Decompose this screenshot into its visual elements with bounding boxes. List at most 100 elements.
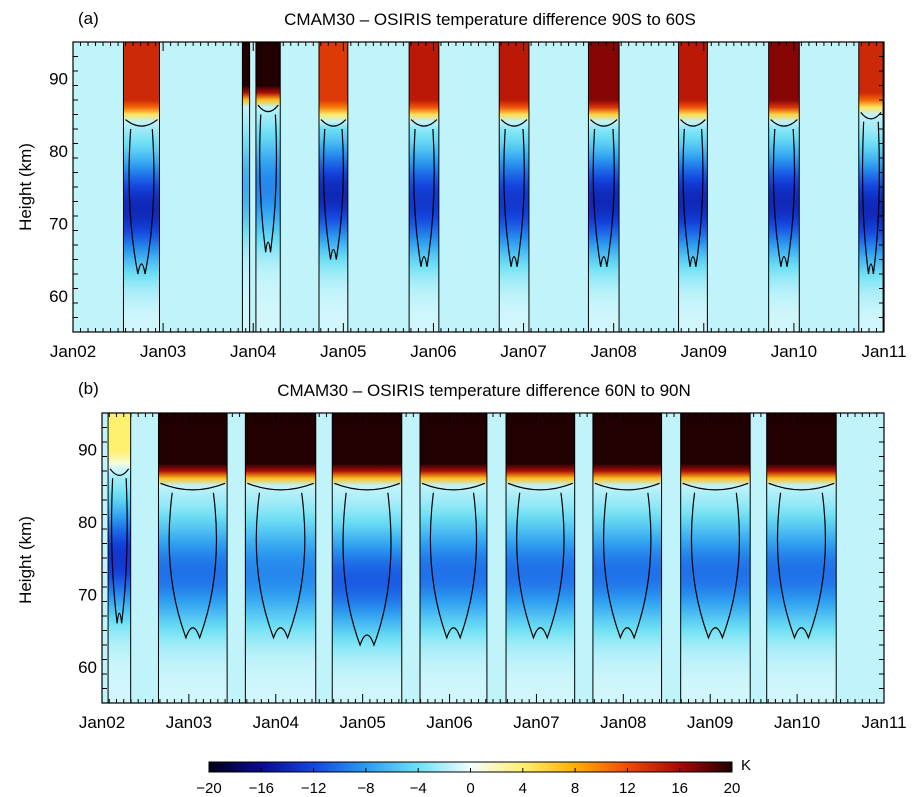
panel-a-x-tick-label-jan04: Jan04: [230, 342, 276, 361]
colorbar-unit-label: K: [741, 757, 751, 774]
panel-b-strip-5: [420, 413, 487, 703]
panel-a-strip-5-cap-contour: [410, 119, 438, 127]
panel-b-y-tick-label-90: 90: [78, 440, 97, 459]
panel-b-strip-8-cap-contour: [682, 482, 749, 491]
colorbar-tick-label: 20: [724, 780, 741, 797]
panel-a-x-tick-label-jan03: Jan03: [140, 342, 186, 361]
panel-a-y-tick-label-80: 80: [49, 142, 68, 161]
panel-b-x-tick-label-jan09: Jan09: [687, 713, 733, 732]
panel-b-strip-7-cap-contour: [594, 482, 660, 491]
colorbar-tick-label: 8: [571, 780, 579, 797]
colorbar-tick-label: −16: [249, 780, 274, 797]
panel-a: (a) CMAM30 – OSIRIS temperature differen…: [16, 9, 907, 361]
panel-a-strip-4-contour: [322, 128, 344, 260]
panel-a-strip-2: [242, 42, 250, 332]
panel-b-strip-6: [506, 413, 575, 703]
panel-a-strip-3-contour: [259, 114, 278, 253]
panel-a-background-field: [73, 42, 884, 332]
panel-a-x-tick-label-jan08: Jan08: [591, 342, 637, 361]
panel-b-x-tick-label-jan11: Jan11: [861, 713, 906, 732]
panel-b-strip-5-cap-contour: [421, 482, 486, 491]
panel-b-strip-3: [245, 413, 316, 703]
panel-a-strip-5-contour: [413, 128, 435, 267]
panel-b-x-tick-label-jan08: Jan08: [600, 713, 646, 732]
panel-a-x-tick-label-jan11: Jan11: [861, 342, 906, 361]
panel-b-y-tick-label-70: 70: [78, 585, 97, 604]
panel-b-strip-7-contour: [602, 492, 652, 640]
colorbar-tick-label: 4: [519, 780, 527, 797]
panel-b-x-tick-label-jan06: Jan06: [426, 713, 472, 732]
panel-a-strip-3: [255, 42, 281, 332]
panel-b-x-tick-label-jan02: Jan02: [79, 713, 125, 732]
panel-b-strip-9-contour: [776, 492, 827, 640]
panel-a-y-tick-label-60: 60: [49, 287, 68, 306]
panel-b-strip-3-contour: [255, 492, 306, 640]
panel-b-strip-6-contour: [516, 492, 565, 640]
panel-a-strip-1-cap-contour: [125, 119, 158, 127]
panel-a-title: CMAM30 – OSIRIS temperature difference 9…: [284, 10, 696, 29]
panel-a-x-tick-label-jan05: Jan05: [320, 342, 366, 361]
panel-b-y-tick-label-60: 60: [78, 658, 97, 677]
panel-b-strip-4-contour: [342, 492, 392, 647]
panel-a-x-tick-label-jan09: Jan09: [681, 342, 727, 361]
panel-a-y-tick-label-90: 90: [49, 69, 68, 88]
panel-b-y-axis-label: Height (km): [16, 516, 35, 604]
colorbar-tick-label: 12: [619, 780, 636, 797]
panel-b-strip-1: [108, 413, 131, 703]
panel-a-y-tick-label-70: 70: [49, 214, 68, 233]
panel-a-strip-7-contour: [592, 128, 615, 267]
panel-b-background-field: [102, 413, 884, 703]
panel-b-x-tick-label-jan05: Jan05: [340, 713, 386, 732]
panel-a-strip-8-contour: [682, 128, 704, 267]
panel-a-x-tick-label-jan02: Jan02: [50, 342, 96, 361]
panel-b-strip-4-cap-contour: [334, 482, 400, 491]
panel-a-strip-6-contour: [503, 128, 525, 267]
panel-b-x-tick-label-jan07: Jan07: [513, 713, 559, 732]
panel-b-y-tick-label-80: 80: [78, 513, 97, 532]
panel-b-x-tick-label-jan04: Jan04: [253, 713, 299, 732]
panel-a-x-tick-label-jan06: Jan06: [410, 342, 456, 361]
panel-b-strip-7: [592, 413, 662, 703]
panel-a-strip-4-cap-contour: [320, 119, 347, 127]
colorbar-tick-label: 16: [671, 780, 688, 797]
panel-b-strip-8: [680, 413, 751, 703]
panel-b-strip-5-contour: [429, 492, 478, 640]
panel-a-strip-10-contour: [861, 121, 880, 275]
panel-b-strip-2-cap-contour: [160, 482, 226, 491]
panel-b-plot: 60 70 80 90 Jan02 Jan03 Jan04 Jan05 Jan06 Jan07 Ja…: [78, 412, 907, 732]
panel-a-x-tick-label-jan07: Jan07: [500, 342, 546, 361]
panel-b-strip-8-contour: [690, 492, 741, 640]
panel-b-strip-1-cap-contour: [109, 468, 130, 476]
panel-a-strip-8-cap-contour: [680, 119, 706, 127]
panel-b-strip-9: [766, 413, 837, 703]
colorbar: K −20 −16 −12 −8 −4 0 4 8 12 16 20: [196, 757, 751, 797]
colorbar-tick-label: −4: [410, 780, 427, 797]
panel-a-strip-1-contour: [128, 128, 155, 275]
panel-a-label: (a): [78, 9, 99, 28]
panel-a-strip-9-contour: [772, 128, 796, 267]
panel-b-strip-9-cap-contour: [768, 482, 835, 491]
panel-b-strip-6-cap-contour: [507, 482, 573, 491]
panel-b-strip-3-cap-contour: [247, 482, 314, 491]
panel-a-plot: 60 70 80 90 Jan02 Jan03 Jan04 Jan05 Jan06 Jan07 Ja…: [49, 41, 907, 361]
colorbar-tick-label: 0: [466, 780, 474, 797]
panel-b-label: (b): [78, 379, 99, 398]
panel-a-y-axis-label: Height (km): [16, 143, 35, 231]
panel-b-strip-2-contour: [168, 492, 218, 640]
colorbar-tick-label: −12: [301, 780, 326, 797]
panel-b-x-tick-label-jan03: Jan03: [166, 713, 212, 732]
colorbar-tick-label: −20: [196, 780, 221, 797]
panel-b-strip-4: [332, 413, 402, 703]
panel-a-strip-7-cap-contour: [590, 119, 618, 127]
panel-a-strip-6-cap-contour: [500, 119, 528, 127]
panel-b-title: CMAM30 – OSIRIS temperature difference 6…: [277, 381, 691, 400]
panel-b-strip-2: [158, 413, 228, 703]
panel-a-strip-9-cap-contour: [770, 119, 798, 127]
panel-b: (b) CMAM30 – OSIRIS temperature differen…: [16, 379, 907, 732]
panel-b-strip-1-contour: [110, 478, 128, 624]
colorbar-tick-label: −8: [357, 780, 374, 797]
panel-b-x-tick-label-jan10: Jan10: [774, 713, 820, 732]
panel-a-x-tick-label-jan10: Jan10: [771, 342, 817, 361]
panel-a-strip-3-cap-contour: [257, 104, 279, 113]
